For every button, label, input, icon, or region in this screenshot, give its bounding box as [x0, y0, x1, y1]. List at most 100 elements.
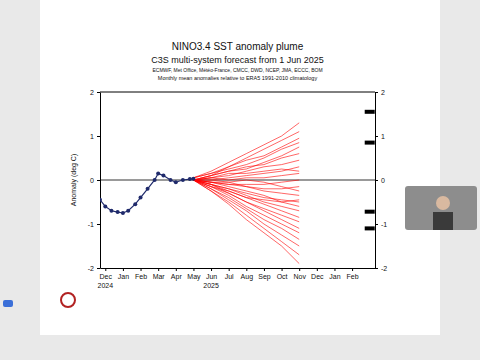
y-axis-right-tick-mark [375, 268, 378, 269]
y-axis-right-tick: 1 [375, 133, 385, 140]
x-axis-tick-label: Nov [293, 273, 306, 280]
webcam-person-body [433, 212, 453, 230]
observed-point [116, 210, 120, 214]
x-axis-tick-mark [193, 268, 194, 271]
observed-point [169, 178, 173, 182]
x-axis-tick: Jan [118, 268, 129, 280]
y-axis-right-tick-label: 1 [381, 133, 385, 140]
observed-point [109, 209, 113, 213]
y-axis-tick-label: 0 [90, 177, 94, 184]
x-axis-tick: Nov [293, 268, 306, 280]
member-line [193, 180, 299, 228]
observed-point [153, 178, 157, 182]
y-axis-tick-mark [97, 136, 100, 137]
x-axis-tick-mark [158, 268, 159, 271]
x-axis-tick-mark [176, 268, 177, 271]
y-axis-right-tick-mark [375, 180, 378, 181]
x-axis-tick: Jan [329, 268, 340, 280]
observed-point [133, 202, 137, 206]
x-axis-tick-label: Aug [241, 273, 254, 281]
range-marker [365, 110, 375, 114]
x-axis-tick-label: Dec [100, 273, 113, 280]
x-axis-tick-mark [264, 268, 265, 271]
member-line [193, 180, 299, 189]
observed-point [103, 204, 107, 208]
x-axis-tick-mark [246, 268, 247, 271]
x-axis-tick-label: Jan [329, 273, 340, 280]
webcam-person [436, 196, 450, 210]
x-axis-tick: Feb [135, 268, 147, 280]
observed-line [100, 173, 193, 213]
y-axis-line [100, 93, 101, 269]
x-axis-tick-label: Oct [277, 273, 288, 280]
observed-point [126, 209, 130, 213]
x-axis-tick-label: Jul [225, 273, 234, 280]
subtitle: ECMWF, Met Office, Météo-France, CMCC, D… [152, 67, 322, 73]
y-axis-tick: 0 [90, 177, 100, 184]
subtitle: C3S multi-system forecast from 1 Jun 202… [151, 55, 324, 65]
x-axis-tick-label: Sep [258, 273, 271, 281]
x-axis: DecJanFebMarAprMayJunJulAugSepOctNovDecJ… [100, 268, 376, 281]
member-line [193, 180, 299, 264]
observed-point [191, 177, 195, 181]
x-axis-tick: Aug [241, 268, 254, 281]
logo [61, 293, 75, 307]
y-axis-tick: 2 [90, 89, 100, 96]
x-axis-line [101, 268, 376, 269]
x-axis-tick-mark [282, 268, 283, 271]
observed-point [139, 196, 143, 200]
range-marker [365, 141, 375, 145]
y-axis-right-tick: -2 [375, 265, 387, 272]
y-axis-right-tick-mark [375, 224, 378, 225]
y-axis-tick-mark [97, 268, 100, 269]
observed-point [146, 187, 150, 191]
x-axis-tick-mark [352, 268, 353, 271]
member-line [193, 180, 299, 239]
y-axis-tick-mark [97, 224, 100, 225]
y-axis-right-tick: 0 [375, 177, 385, 184]
y-axis-tick-mark [97, 180, 100, 181]
member-line [193, 169, 299, 180]
x-axis-tick-label: Dec [311, 273, 324, 280]
title: NINO3.4 SST anomaly plume [172, 41, 304, 52]
member-line [193, 180, 299, 255]
subtitle: Monthly mean anomalies relative to ERA5 … [158, 75, 318, 81]
x-axis-tick-label: Jun [206, 273, 217, 280]
x-axis-tick-label: Feb [347, 273, 359, 280]
y-axis-right-tick-mark [375, 92, 378, 93]
x-axis-tick-mark [317, 268, 318, 271]
observed-point [174, 180, 178, 184]
x-axis-tick-mark [141, 268, 142, 271]
x-axis-tick-label: Mar [153, 273, 166, 280]
year-label: 2025 [203, 282, 219, 289]
chart-svg: NINO3.4 SST anomaly plume C3S multi-syste… [0, 0, 480, 360]
member-line [193, 180, 299, 217]
x-axis-tick-mark [123, 268, 124, 271]
member-line [193, 123, 299, 178]
observed-point [100, 198, 102, 202]
year-label: 2024 [97, 282, 113, 289]
y-axis-right-tick: 2 [375, 89, 385, 96]
member-line [193, 180, 299, 202]
y-axis-tick-label: -2 [88, 265, 94, 272]
x-axis-tick: Jul [225, 268, 234, 280]
observed-point [156, 171, 160, 175]
x-axis-tick-mark [334, 268, 335, 271]
y-axis-right-tick: -1 [375, 221, 387, 228]
x-axis-tick: Apr [171, 268, 183, 281]
y-axis-tick-label: 2 [90, 89, 94, 96]
x-axis-tick-mark [211, 268, 212, 271]
x-axis-tick: Jun [206, 268, 217, 280]
y-axis-tick: -1 [88, 221, 100, 228]
y-axis-tick-label: 1 [90, 133, 94, 140]
range-marker [365, 226, 375, 230]
y-axis-right-tick-label: 2 [381, 89, 385, 96]
y-axis-tick: -2 [88, 265, 100, 272]
y-axis-tick-label: -1 [88, 221, 94, 228]
y-axis: -2 -1 0 1 2 [88, 89, 101, 272]
x-axis-tick: Dec [100, 268, 113, 280]
x-axis-tick: Dec [311, 268, 324, 280]
x-axis-tick: Feb [347, 268, 359, 280]
x-axis-tick: Mar [153, 268, 166, 280]
y-axis-right: -2 -1 0 1 2 [375, 89, 387, 272]
